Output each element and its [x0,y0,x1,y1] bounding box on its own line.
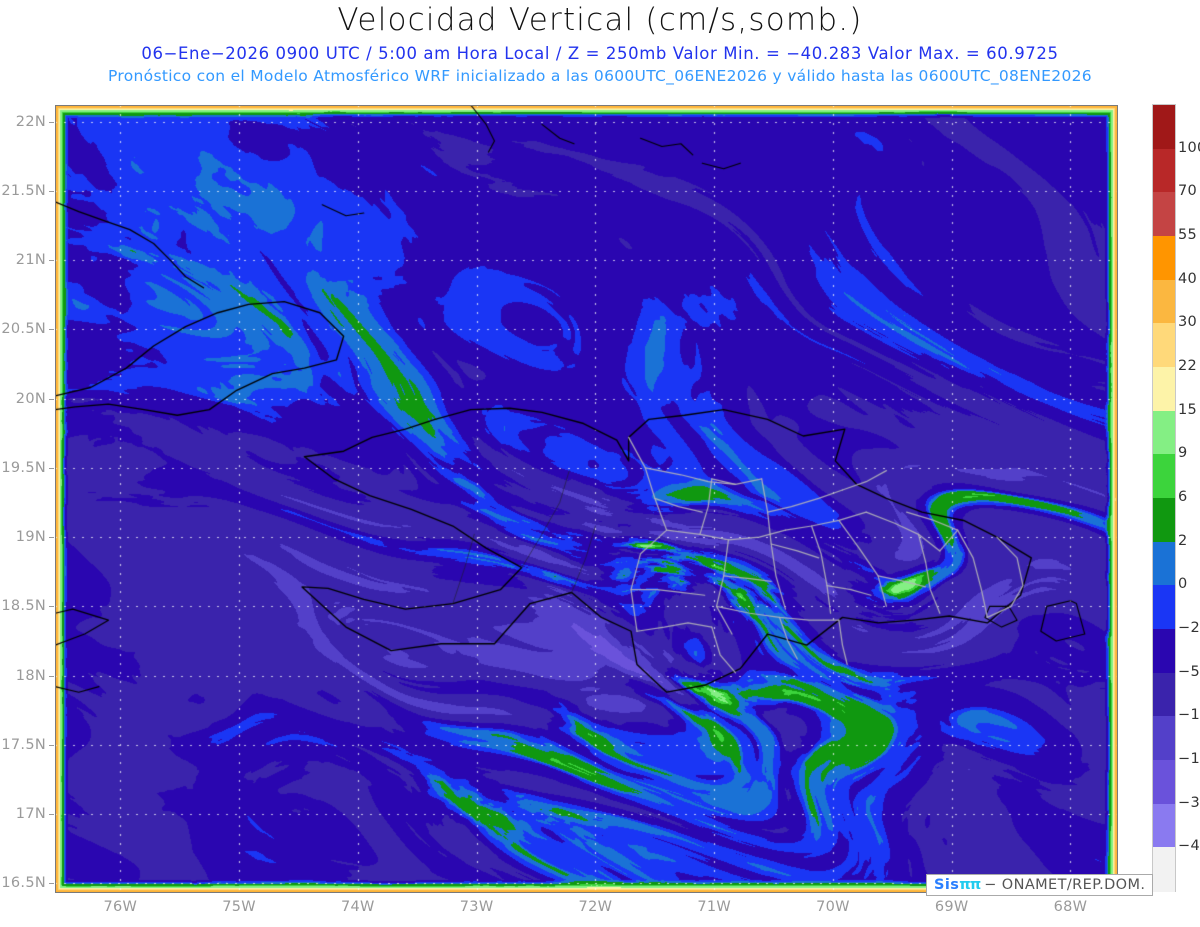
colorbar-band [1153,498,1175,543]
y-axis-label: 16.5N [1,875,46,892]
colorbar-tick-label: 100 [1178,139,1200,156]
y-axis-label: 17N [15,806,46,823]
colorbar-tick-label: 6 [1178,489,1188,505]
x-axis-label: 73W [459,899,494,915]
colorbar-band [1153,367,1175,412]
colorbar-band [1153,454,1175,499]
y-axis-label: 17.5N [1,736,46,753]
map-plot-area[interactable] [55,105,1118,893]
y-axis-tick [49,606,54,608]
y-axis-label: 18.5N [1,598,46,615]
colorbar-band [1153,629,1175,674]
colorbar-tick-label: 0 [1178,576,1188,593]
y-axis-label: 19.5N [1,459,46,476]
colorbar-tick-label: −30 [1178,794,1200,811]
colorbar-tick-label: −18 [1178,751,1200,767]
colorbar-band [1153,585,1175,630]
colorbar-band [1153,148,1175,193]
x-axis-label: 71W [697,899,732,915]
page-title: Velocidad Vertical (cm/s,somb.) [337,2,863,38]
forecast-meta-line: 06−Ene−2026 0900 UTC / 5:00 am Hora Loca… [141,44,1059,63]
colorbar[interactable] [1152,104,1176,892]
colorbar-tick-label: 70 [1178,183,1198,200]
y-axis-tick [49,814,54,816]
x-axis-label: 76W [103,899,138,915]
x-axis-label: 68W [1053,899,1088,915]
x-axis-label: 70W [816,899,850,915]
y-axis-label: 20.5N [1,321,46,338]
colorbar-tick-label: 2 [1178,532,1188,549]
colorbar-tick-label: 30 [1178,314,1198,331]
y-axis-tick [49,398,54,400]
y-axis-label: 21.5N [1,182,46,199]
colorbar-tick-label: 9 [1178,445,1188,462]
colorbar-band [1153,716,1175,761]
y-axis-tick [49,744,54,746]
colorbar-tick-label: 15 [1178,401,1198,418]
vertical-velocity-heatmap [55,105,1118,893]
colorbar-band [1153,672,1175,717]
colorbar-band [1153,803,1175,848]
y-axis-tick [49,190,54,192]
y-axis-tick [49,260,54,262]
colorbar-tick-label: −10 [1178,707,1200,724]
x-axis-label: 69W [934,899,969,915]
model-description-line: Pronóstico con el Modelo Atmosférico WRF… [108,67,1092,85]
watermark-sis-text: Sis [934,877,960,893]
colorbar-tick-label: 22 [1178,358,1198,374]
watermark-agency-text: − ONAMET/REP.DOM. [984,877,1146,893]
y-axis-tick [49,537,54,539]
colorbar-band [1153,323,1175,368]
y-axis-tick [49,467,54,469]
colorbar-band [1153,105,1175,150]
colorbar-band [1153,279,1175,324]
y-axis-label: 18N [15,667,46,684]
colorbar-band [1153,192,1175,237]
x-axis-label: 75W [222,899,256,915]
y-axis-tick [49,883,54,885]
colorbar-tick-label: −2 [1178,620,1200,636]
y-axis-label: 21N [15,252,46,269]
colorbar-band [1153,847,1175,892]
y-axis-label: 19N [15,529,46,546]
y-axis-tick [49,121,54,123]
colorbar-band [1153,760,1175,805]
colorbar-tick-label: 40 [1178,270,1198,287]
colorbar-band [1153,236,1175,281]
colorbar-tick-label: −5 [1178,663,1200,680]
colorbar-band [1153,410,1175,455]
agency-watermark: Sis ππ − ONAMET/REP.DOM. [926,874,1154,896]
y-axis-tick [49,329,54,331]
watermark-tt-icon: ππ [959,877,981,893]
y-axis-tick [49,675,54,677]
x-axis-label: 74W [341,899,375,915]
colorbar-tick-label: −45 [1178,838,1200,855]
y-axis-label: 22N [15,113,46,130]
colorbar-band [1153,541,1175,586]
x-axis-label: 72W [578,899,613,915]
y-axis-label: 20N [15,390,46,407]
colorbar-tick-label: 55 [1178,227,1198,243]
